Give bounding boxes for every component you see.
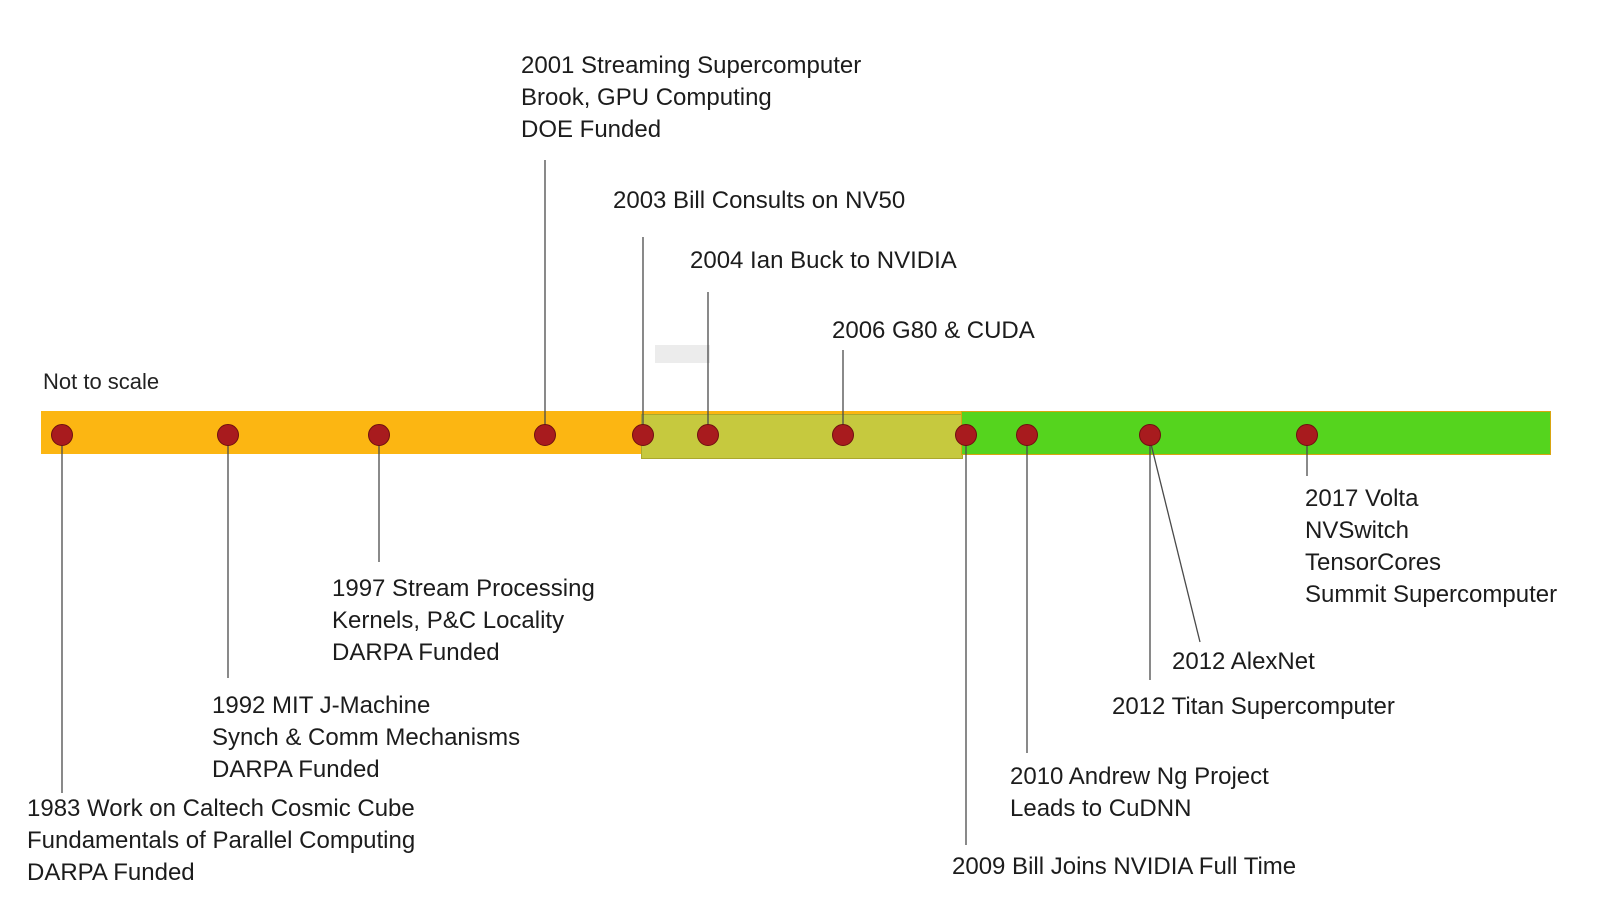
event-label-2001: 2001 Streaming Supercomputer Brook, GPU … [521, 52, 862, 143]
event-label-2006: 2006 G80 & CUDA [832, 317, 1035, 344]
event-label-2009: 2009 Bill Joins NVIDIA Full Time [952, 853, 1297, 880]
event-dot-2012 [1139, 424, 1161, 446]
event-dot-2003 [632, 424, 654, 446]
event-label-1997: 1997 Stream Processing Kernels, P&C Loca… [332, 575, 595, 666]
event-dot-2017 [1296, 424, 1318, 446]
event-dot-2001 [534, 424, 556, 446]
event-dot-1983 [51, 424, 73, 446]
event-dot-2004 [697, 424, 719, 446]
event-label-1992: 1992 MIT J-Machine Synch & Comm Mechanis… [212, 692, 521, 783]
event-label-2012-alexnet: 2012 AlexNet [1172, 648, 1315, 675]
event-label-2017: 2017 Volta NVSwitch TensorCores Summit S… [1305, 485, 1558, 608]
event-label-1983: 1983 Work on Caltech Cosmic Cube Fundame… [27, 795, 416, 886]
event-dot-2006 [832, 424, 854, 446]
era-bar-nvidia [961, 411, 1551, 455]
event-dot-1997 [368, 424, 390, 446]
event-label-2004: 2004 Ian Buck to NVIDIA [690, 247, 957, 274]
event-dot-2010 [1016, 424, 1038, 446]
event-dot-2009 [955, 424, 977, 446]
event-dot-1992 [217, 424, 239, 446]
event-label-2010: 2010 Andrew Ng Project Leads to CuDNN [1010, 763, 1269, 822]
event-label-2012-titan: 2012 Titan Supercomputer [1112, 693, 1395, 720]
scale-note: Not to scale [43, 369, 160, 394]
event-label-2003: 2003 Bill Consults on NV50 [613, 187, 906, 214]
gray-highlight-box [655, 345, 710, 363]
era-bar-transition [641, 414, 963, 459]
connector-2012-alexnet [1149, 439, 1201, 643]
